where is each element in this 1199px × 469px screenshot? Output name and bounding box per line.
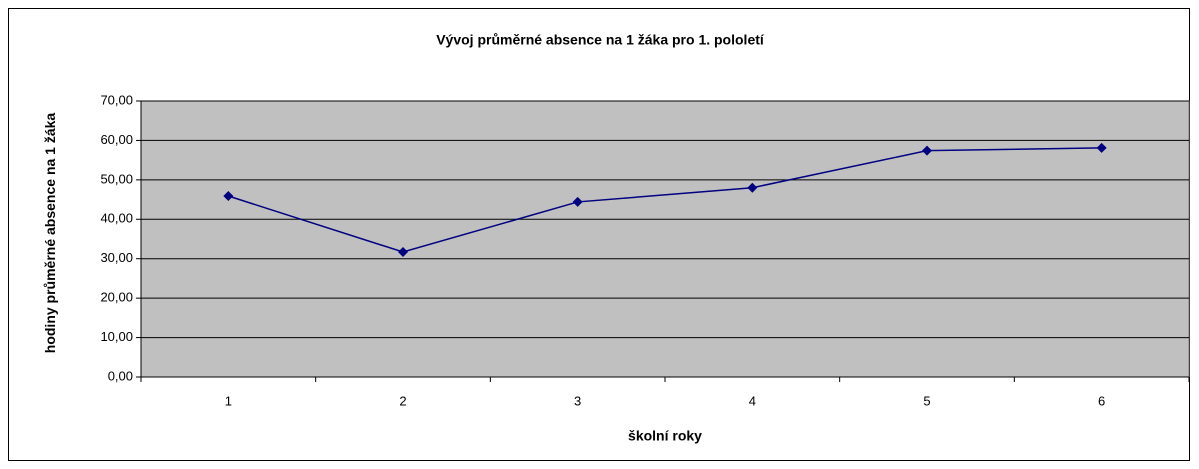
data-marker [1096,142,1107,153]
y-tick-label: 10,00 [100,329,133,344]
x-tick-label: 2 [399,393,406,408]
data-marker [398,247,408,258]
chart-title: Vývoj průměrné absence na 1 žáka pro 1. … [436,32,765,48]
y-tick-label: 30,00 [100,250,133,265]
data-marker [922,145,932,156]
y-tick-label: 70,00 [100,92,133,107]
data-line [228,147,1102,253]
y-tick-label: 40,00 [100,211,133,226]
plot-area [140,100,1190,378]
data-marker [572,196,583,207]
x-tick-label: 5 [923,393,930,408]
y-tick-label: 60,00 [100,132,133,147]
data-marker [223,191,234,202]
x-tick-label: 4 [749,393,756,408]
y-tick-label: 0,00 [108,368,133,383]
y-tick-label: 20,00 [100,290,133,305]
x-tick-label: 3 [574,393,581,408]
x-axis-label: školní roky [628,428,702,444]
x-tick-label: 6 [1098,393,1105,408]
data-marker [747,182,758,193]
y-tick-label: 50,00 [100,171,133,186]
y-axis-label: hodiny průměrné absence na 1 žáka [42,112,58,354]
x-tick-label: 1 [225,393,232,408]
